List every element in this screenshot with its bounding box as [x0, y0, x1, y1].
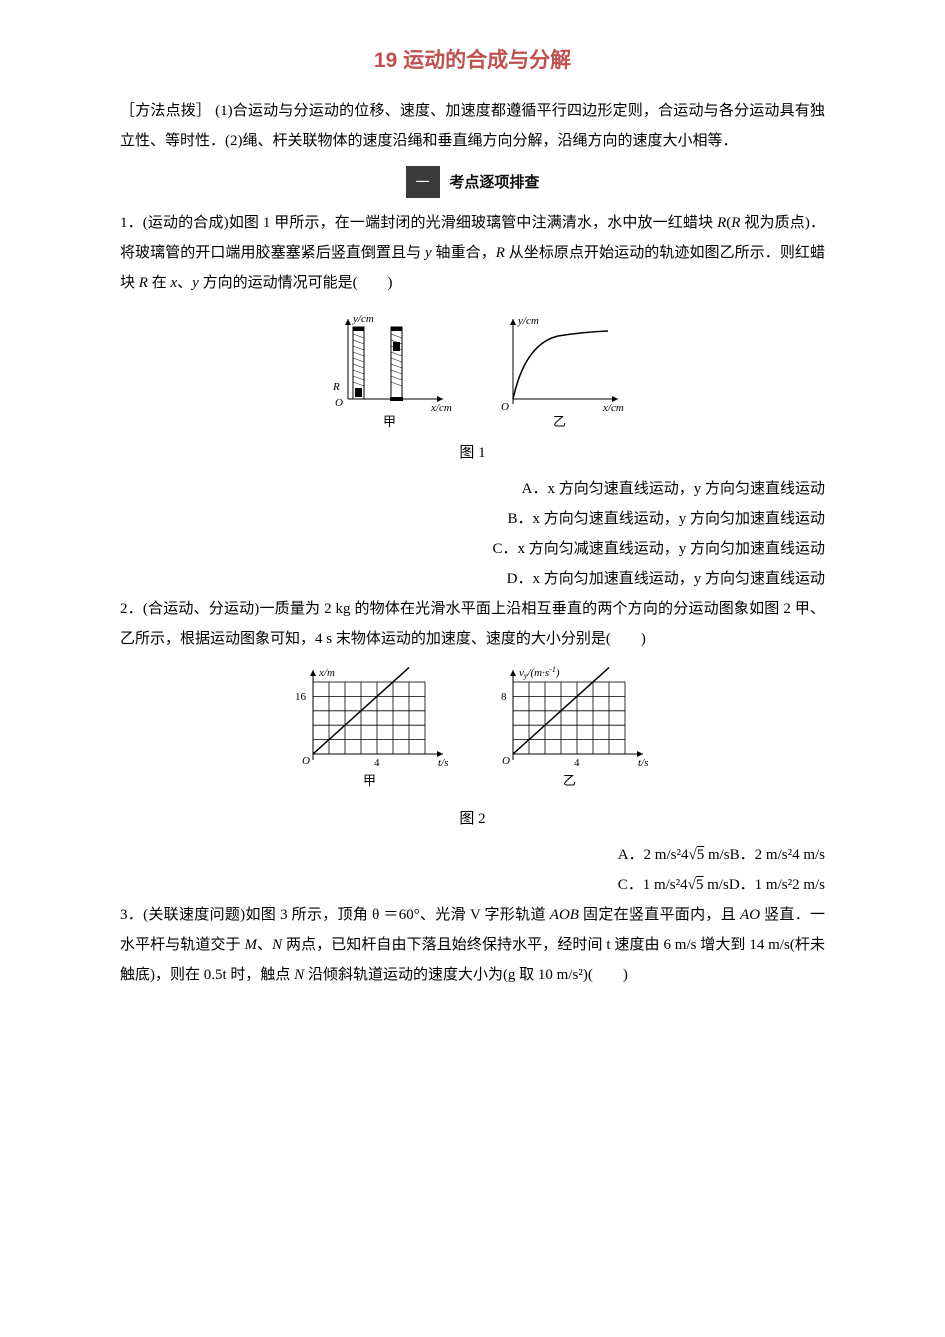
- fig2-O-r: O: [502, 755, 510, 767]
- fig1-O-l: O: [335, 397, 343, 409]
- fig1-ylabel-r: y/cm: [517, 315, 539, 327]
- fig1-xlabel-r: x/cm: [602, 402, 624, 414]
- fig2-right-ytick: 8: [501, 691, 507, 703]
- fig1-R: R: [332, 381, 340, 393]
- q2-options: A．2 m/s²4√5 m/sB．2 m/s²4 m/s C．1 m/s²4√5…: [120, 840, 825, 900]
- fig1-xlabel-l: x/cm: [430, 402, 452, 414]
- q1-options: A．x 方向匀速直线运动，y 方向匀速直线运动 B．x 方向匀速直线运动，y 方…: [120, 474, 825, 594]
- q3-stem: 3．(关联速度问题)如图 3 所示，顶角 θ ＝60°、光滑 V 字形轨道 AO…: [120, 900, 825, 990]
- q1-optA: A．x 方向匀速直线运动，y 方向匀速直线运动: [120, 474, 825, 504]
- fig1-caption: 图 1: [120, 438, 825, 468]
- banner-text: 考点逐项排查: [449, 168, 539, 198]
- banner-tag: 一: [406, 166, 440, 198]
- page-title: 19 运动的合成与分解: [120, 40, 825, 82]
- section-banner: 一 考点逐项排查: [120, 166, 825, 198]
- fig2-caption: 图 2: [120, 804, 825, 834]
- fig2-right-xtick: 4: [574, 757, 580, 769]
- figure-2: x/m 16 O 4 t/s 甲 vy/(m·s-1) 8: [120, 660, 825, 834]
- fig2-left-ylabel: x/m: [318, 667, 335, 679]
- figure-1: y/cm x/cm R O: [120, 304, 825, 468]
- fig1-O-r: O: [501, 401, 509, 413]
- q2-optCD: C．1 m/s²4√5 m/sD．1 m/s²2 m/s: [120, 870, 825, 900]
- figure-2-svg: x/m 16 O 4 t/s 甲 vy/(m·s-1) 8: [273, 660, 673, 800]
- q1-optD: D．x 方向匀加速直线运动，y 方向匀速直线运动: [120, 564, 825, 594]
- fig2-jia: 甲: [363, 773, 376, 788]
- method-tip: ［方法点拨］ (1)合运动与分运动的位移、速度、加速度都遵循平行四边形定则，合运…: [120, 96, 825, 156]
- fig1-ylabel: y/cm: [352, 313, 374, 325]
- q2-stem: 2．(合运动、分运动)一质量为 2 kg 的物体在光滑水平面上沿相互垂直的两个方…: [120, 594, 825, 654]
- fig2-right-ylabel: vy/(m·s-1): [519, 665, 560, 680]
- fig2-left-xlabel: t/s: [438, 757, 448, 769]
- q1-optB: B．x 方向匀速直线运动，y 方向匀加速直线运动: [120, 504, 825, 534]
- fig2-right-xlabel: t/s: [638, 757, 648, 769]
- q2-optAB: A．2 m/s²4√5 m/sB．2 m/s²4 m/s: [120, 840, 825, 870]
- fig2-yi: 乙: [563, 773, 576, 788]
- figure-1-svg: y/cm x/cm R O: [303, 304, 643, 434]
- q1-optC: C．x 方向匀减速直线运动，y 方向匀加速直线运动: [120, 534, 825, 564]
- fig2-O-l: O: [302, 755, 310, 767]
- fig2-left-ytick: 16: [295, 691, 307, 703]
- q1-stem: 1．(运动的合成)如图 1 甲所示，在一端封闭的光滑细玻璃管中注满清水，水中放一…: [120, 208, 825, 298]
- fig1-jia: 甲: [383, 414, 396, 429]
- fig1-yi: 乙: [553, 414, 566, 429]
- fig2-left-xtick: 4: [374, 757, 380, 769]
